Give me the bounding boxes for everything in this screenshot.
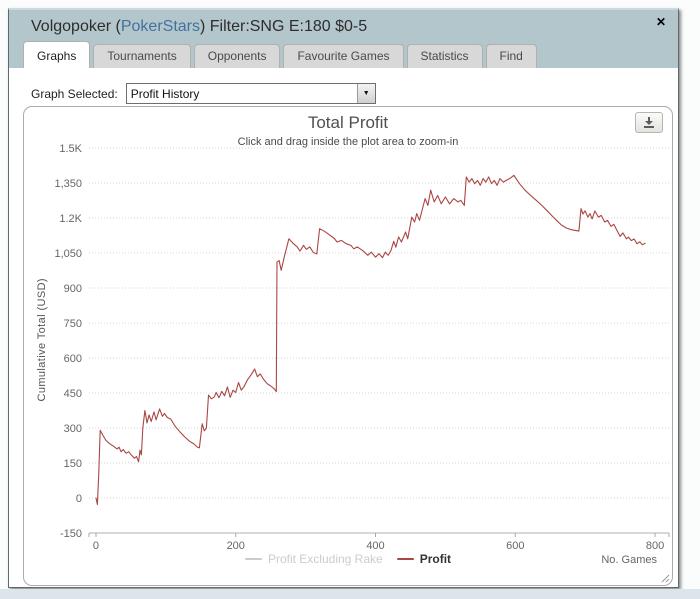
y-axis-title: Cumulative Total (USD) xyxy=(36,278,48,402)
y-tick-label-1200: 1.2K xyxy=(59,213,82,225)
close-icon[interactable]: ✕ xyxy=(655,15,667,29)
y-tick-label-1350: 1,350 xyxy=(54,178,82,190)
download-icon xyxy=(644,117,654,128)
tab-statistics[interactable]: Statistics xyxy=(406,44,483,68)
window-title: Volgopoker (PokerStars) Filter:SNG E:180… xyxy=(31,18,638,36)
y-tick-label-900: 900 xyxy=(64,283,82,295)
graph-selected-label: Graph Selected: xyxy=(31,86,118,101)
tab-find[interactable]: Find xyxy=(485,44,537,68)
graph-selector-row: Graph Selected: Profit History ▼ xyxy=(31,83,376,104)
x-tick-label-200: 200 xyxy=(227,540,245,552)
y-tick-label-1500: 1.5K xyxy=(59,143,82,155)
pokerstars-link[interactable]: PokerStars xyxy=(120,18,200,35)
y-gridlines xyxy=(89,147,669,499)
chart-legend: Profit Excluding Rake Profit xyxy=(24,552,672,566)
x-axis-title: No. Games xyxy=(601,554,657,566)
chart-subtitle: Click and drag inside the plot area to z… xyxy=(237,136,459,148)
resize-grip-icon[interactable] xyxy=(659,572,670,583)
y-tick-label-1050: 1,050 xyxy=(54,248,82,260)
legend-item-profit-excluding-rake[interactable]: Profit Excluding Rake xyxy=(244,552,383,566)
y-tick-labels: -150 0 150 300 450 600 750 900 1,050 1.2K 1,350 1.5… xyxy=(54,143,82,540)
y-tick-label--150: -150 xyxy=(60,528,82,540)
x-axis-ticks xyxy=(88,533,670,537)
y-tick-label-150: 150 xyxy=(64,458,82,470)
graph-select-value: Profit History xyxy=(130,87,200,101)
y-tick-label-0: 0 xyxy=(76,493,82,505)
y-tick-label-300: 300 xyxy=(64,423,82,435)
graph-select-dropdown[interactable]: Profit History ▼ xyxy=(125,83,376,104)
tab-opponents[interactable]: Opponents xyxy=(193,44,281,68)
tab-content: Graph Selected: Profit History ▼ Total P… xyxy=(9,68,678,587)
chart-title: Total Profit xyxy=(307,113,389,132)
series-line-profit xyxy=(95,174,646,506)
poker-stats-dialog: Volgopoker (PokerStars) Filter:SNG E:180… xyxy=(8,8,679,588)
legend-item-profit[interactable]: Profit xyxy=(396,552,452,566)
tab-bar: Graphs Tournaments Opponents Favourite Game… xyxy=(23,41,668,68)
x-tick-label-800: 800 xyxy=(646,540,664,552)
plot-area[interactable]: -150 0 150 300 450 600 750 900 1,050 1.2K 1,350 1.5… xyxy=(24,107,672,585)
x-tick-label-400: 400 xyxy=(366,540,384,552)
x-tick-label-600: 600 xyxy=(506,540,524,552)
y-tick-label-750: 750 xyxy=(64,318,82,330)
legend-line-profit xyxy=(396,558,414,560)
x-tick-labels: 0 200 400 600 800 xyxy=(93,540,664,552)
tab-graphs[interactable]: Graphs xyxy=(23,41,91,68)
download-button[interactable] xyxy=(635,112,663,133)
chevron-down-icon[interactable]: ▼ xyxy=(356,84,375,103)
chart-panel: Total Profit Click and drag inside the p… xyxy=(23,106,673,586)
legend-label-excluding-rake: Profit Excluding Rake xyxy=(267,552,383,566)
legend-line-excluding-rake xyxy=(244,558,262,560)
tab-tournaments[interactable]: Tournaments xyxy=(93,44,191,68)
window-title-suffix: ) Filter:SNG E:180 $0-5 xyxy=(199,18,368,35)
page-background-strip xyxy=(0,589,700,599)
legend-label-profit: Profit xyxy=(419,552,452,566)
y-tick-label-600: 600 xyxy=(64,353,82,365)
y-tick-label-450: 450 xyxy=(64,388,82,400)
x-tick-label-0: 0 xyxy=(93,540,99,552)
window-title-prefix: Volgopoker ( xyxy=(31,18,121,35)
tab-favourite-games[interactable]: Favourite Games xyxy=(283,44,404,68)
